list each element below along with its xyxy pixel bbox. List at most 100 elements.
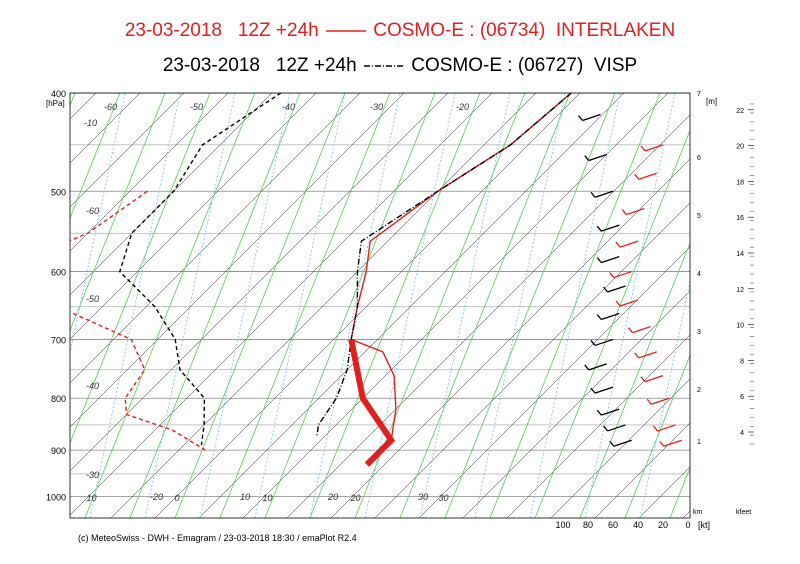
mixing-ratio-line xyxy=(419,93,511,518)
kfeet-unit: kfeet xyxy=(736,509,751,516)
plot-border xyxy=(69,92,691,519)
kfeet-tick-label: 8 xyxy=(740,358,744,365)
isotherm-line xyxy=(110,93,537,518)
wind-barb-flag-visp xyxy=(590,387,596,394)
mixing-ratio-line xyxy=(89,93,181,518)
temperature-tick-label: 0 xyxy=(174,493,179,503)
isotherm-label: -50 xyxy=(86,294,99,304)
wind-barb-interlaken xyxy=(651,397,670,405)
height-m-tick: 2 xyxy=(697,387,701,394)
wind-speed-tick: 20 xyxy=(658,520,668,530)
wind-barb-flag-visp xyxy=(590,340,596,346)
isotherm-line xyxy=(154,93,581,518)
isotherm-line xyxy=(70,93,273,296)
isotherm-line xyxy=(506,334,690,518)
isotherm-line xyxy=(286,114,690,518)
dry-adiabat-line xyxy=(399,93,571,518)
wind-barb-flag-interlaken xyxy=(615,300,621,307)
wind-barbs-layer xyxy=(577,113,682,447)
series-temperature-visp xyxy=(316,93,572,436)
isotherm-label: 10 xyxy=(240,492,250,502)
isotherm-line xyxy=(0,93,8,518)
isotherm-line xyxy=(638,466,690,518)
mixing-ratio-line xyxy=(70,93,126,355)
mixing-ratio-line xyxy=(750,93,800,518)
isotherm-line xyxy=(771,93,800,518)
series-dewpoint-interlaken xyxy=(70,190,206,451)
pressure-tick-label: 800 xyxy=(51,394,66,404)
wind-barb-flag-visp xyxy=(602,425,609,432)
wind-barb-flag-interlaken xyxy=(652,425,659,432)
kfeet-tick-label: 14 xyxy=(736,251,744,258)
dry-adiabat-line xyxy=(0,93,30,518)
grid-layer xyxy=(0,93,800,518)
dry-adiabat-line xyxy=(70,93,121,220)
mixing-ratio-line xyxy=(309,93,401,518)
footer-credit: (c) MeteoSwiss - DWH - Emagram / 23-03-2… xyxy=(78,533,357,543)
height-m-tick: 5 xyxy=(697,213,701,220)
wind-barb-interlaken xyxy=(619,240,639,248)
isotherm-line xyxy=(727,93,800,518)
kfeet-tick-label: 22 xyxy=(736,108,744,115)
isotherm-label: -60 xyxy=(104,102,117,112)
wind-speed-tick: 0 xyxy=(685,520,690,530)
wind-barb-interlaken xyxy=(644,375,664,383)
pressure-unit-label: [hPa] xyxy=(46,99,65,108)
wind-barb-interlaken xyxy=(626,207,645,216)
wind-barb-flag-visp xyxy=(596,314,602,320)
wind-barb-flag-interlaken xyxy=(640,376,646,383)
isotherm-line xyxy=(462,290,690,518)
kfeet-tick-label: 20 xyxy=(736,144,744,151)
wind-barb-visp xyxy=(588,363,607,371)
wind-barb-flag-interlaken xyxy=(621,209,627,215)
wind-barb-interlaken xyxy=(613,270,632,279)
mixing-ratio-line xyxy=(0,93,15,518)
dry-adiabat-line xyxy=(219,93,391,518)
pressure-tick-label: 1000 xyxy=(46,493,66,503)
isotherm-label: -30 xyxy=(370,102,383,112)
isotherm-line xyxy=(70,93,493,516)
mixing-ratio-line xyxy=(529,93,621,518)
wind-barb-visp xyxy=(613,439,632,447)
pressure-tick-label: 900 xyxy=(51,446,66,456)
wind-barb-visp xyxy=(601,224,620,232)
dry-adiabat-line xyxy=(624,354,690,518)
isotherm-label: -40 xyxy=(86,381,99,391)
mixing-ratio-line xyxy=(199,93,291,518)
wind-barb-flag-visp xyxy=(609,440,615,447)
isotherm-line xyxy=(70,93,229,252)
dry-adiabat-line xyxy=(760,93,800,518)
wind-barb-flag-interlaken xyxy=(627,327,634,334)
wind-barb-visp xyxy=(601,312,620,321)
wind-barb-visp xyxy=(601,408,620,416)
isotherm-label: -30 xyxy=(86,470,99,480)
wind-barb-interlaken xyxy=(632,326,651,334)
wind-barb-interlaken xyxy=(663,439,682,447)
kfeet-tick-label: 6 xyxy=(740,394,744,401)
isotherm-label: -60 xyxy=(86,206,99,216)
temperature-tick-label: 10 xyxy=(262,493,272,503)
chart-title-visp: 23-03-2018 12Z +24h COSMO-E : (06727) VI… xyxy=(162,55,638,76)
km-label: km xyxy=(693,509,703,516)
dry-adiabat-line xyxy=(70,93,211,445)
kfeet-tick-label: 10 xyxy=(736,323,744,330)
isotherm-line xyxy=(374,202,690,518)
isotherm-label: -40 xyxy=(282,102,295,112)
pressure-tick-label: 400 xyxy=(51,89,66,99)
dry-adiabat-line xyxy=(264,93,436,518)
wind-barb-interlaken xyxy=(619,299,639,307)
wind-speed-tick: 100 xyxy=(555,520,570,530)
isotherm-line xyxy=(0,93,52,518)
isotherm-line xyxy=(70,93,361,384)
dry-adiabat-line xyxy=(309,93,481,518)
isotherm-label: -20 xyxy=(150,492,163,502)
pressure-tick-label: 600 xyxy=(51,268,66,278)
wind-barb-flag-interlaken xyxy=(646,398,652,405)
kfeet-tick-label: 16 xyxy=(736,215,744,222)
wind-barb-flag-interlaken xyxy=(634,352,640,359)
isotherm-line xyxy=(418,246,690,518)
wind-barb-interlaken xyxy=(638,172,657,180)
dry-adiabat-line xyxy=(70,93,166,332)
